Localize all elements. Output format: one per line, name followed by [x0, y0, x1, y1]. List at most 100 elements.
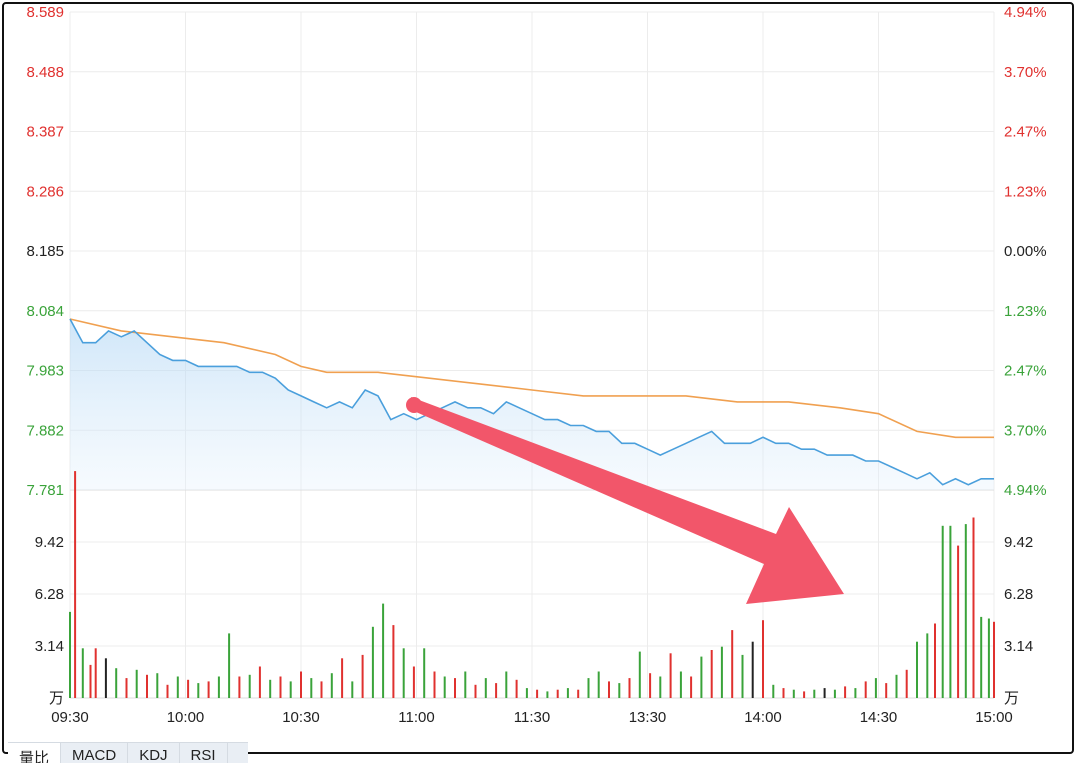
percent-tick-label: 4.94%	[1004, 482, 1047, 499]
volume-bar	[720, 646, 723, 698]
indicator-tabs: 量比 MACD KDJ RSI	[8, 742, 248, 763]
volume-bar	[320, 681, 323, 698]
volume-bar	[980, 616, 983, 698]
volume-bar	[423, 648, 426, 698]
volume-tick-label-right: 6.28	[1004, 586, 1033, 603]
volume-bar	[731, 630, 734, 698]
price-area	[70, 319, 994, 490]
volume-bar	[300, 671, 302, 698]
volume-bar	[972, 517, 975, 698]
volume-bar	[361, 654, 364, 698]
tab-macd[interactable]: MACD	[61, 743, 129, 763]
volume-bar	[279, 676, 282, 698]
percent-tick-label: 1.23%	[1004, 183, 1047, 200]
volume-bar	[166, 684, 169, 698]
price-tick-label: 8.589	[26, 4, 64, 21]
volume-bar	[690, 676, 693, 698]
volume-bar	[782, 688, 785, 698]
volume-bar	[371, 626, 374, 698]
volume-bar	[926, 633, 929, 698]
volume-bar	[135, 669, 138, 698]
volume-bar	[987, 618, 990, 698]
percent-tick-label: 2.47%	[1004, 124, 1047, 141]
volume-bar	[941, 525, 944, 698]
volume-bar	[104, 658, 107, 698]
volume-bar	[228, 633, 231, 698]
volume-bar	[187, 679, 190, 698]
volume-tick-label-right: 3.14	[1004, 638, 1033, 655]
volume-bar	[833, 689, 836, 698]
volume-bar	[115, 668, 118, 698]
volume-unit-label-right: 万	[1004, 690, 1019, 707]
volume-bar	[700, 656, 703, 698]
volume-bar	[495, 683, 498, 698]
volume-bar	[69, 611, 71, 698]
x-tick-label: 10:00	[167, 709, 205, 726]
volume-bar	[895, 674, 898, 698]
volume-bar	[710, 650, 713, 698]
volume-bar	[258, 666, 261, 698]
volume-bar	[659, 676, 662, 698]
volume-tick-label: 9.42	[35, 534, 64, 551]
volume-tick-label-right: 9.42	[1004, 534, 1033, 551]
volume-bar	[197, 683, 200, 698]
volume-bar	[751, 641, 754, 698]
volume-bar	[854, 688, 857, 698]
volume-bar	[412, 666, 415, 698]
volume-bar	[679, 671, 682, 698]
volume-bar	[813, 689, 816, 698]
volume-bar	[792, 689, 795, 698]
volume-bar	[248, 674, 251, 698]
x-tick-label: 10:30	[282, 709, 320, 726]
volume-bar	[536, 689, 539, 698]
volume-bar	[964, 524, 967, 698]
percent-tick-label: 2.47%	[1004, 363, 1047, 380]
volume-bar	[402, 648, 405, 698]
volume-bar	[597, 671, 600, 698]
volume-bar	[949, 525, 952, 698]
volume-bar	[443, 676, 446, 698]
volume-tick-label: 6.28	[35, 586, 64, 603]
percent-tick-label: 3.70%	[1004, 422, 1047, 439]
volume-bar	[762, 620, 764, 698]
x-tick-label: 14:30	[860, 709, 898, 726]
volume-tick-label: 3.14	[35, 638, 64, 655]
volume-bar	[874, 678, 877, 698]
tab-volume-ratio[interactable]: 量比	[8, 743, 62, 763]
volume-bar	[484, 678, 487, 698]
volume-bar	[207, 681, 210, 698]
volume-bar	[916, 641, 918, 698]
x-tick-label: 13:30	[629, 709, 667, 726]
volume-bar	[454, 678, 456, 698]
volume-bar	[146, 674, 148, 698]
volume-bar	[74, 471, 77, 698]
x-tick-label: 11:00	[398, 709, 434, 726]
tab-rsi[interactable]: RSI	[180, 743, 228, 763]
volume-bar	[608, 681, 610, 698]
trend-arrow	[411, 397, 844, 604]
volume-bar	[464, 671, 467, 698]
tab-kdj[interactable]: KDJ	[128, 743, 180, 763]
volume-bar	[89, 664, 92, 698]
volume-bar	[341, 658, 344, 698]
price-tick-label: 8.286	[26, 183, 64, 200]
volume-bar	[310, 678, 313, 698]
x-tick-label: 11:30	[514, 709, 550, 726]
volume-bar	[525, 688, 528, 698]
percent-tick-label: 1.23%	[1004, 303, 1047, 320]
percent-tick-label: 0.00%	[1004, 243, 1047, 260]
volume-bar	[741, 654, 744, 698]
volume-bar	[433, 671, 436, 698]
volume-bar	[474, 684, 477, 698]
volume-bar	[628, 678, 631, 698]
volume-bar	[993, 621, 995, 698]
volume-bar	[382, 603, 385, 698]
volume-bar	[515, 679, 518, 698]
x-tick-label: 09:30	[51, 709, 89, 726]
volume-bar	[638, 651, 641, 698]
volume-bar	[803, 691, 806, 698]
volume-bar	[546, 691, 549, 698]
volume-bar	[934, 623, 936, 698]
volume-bar	[669, 653, 672, 698]
